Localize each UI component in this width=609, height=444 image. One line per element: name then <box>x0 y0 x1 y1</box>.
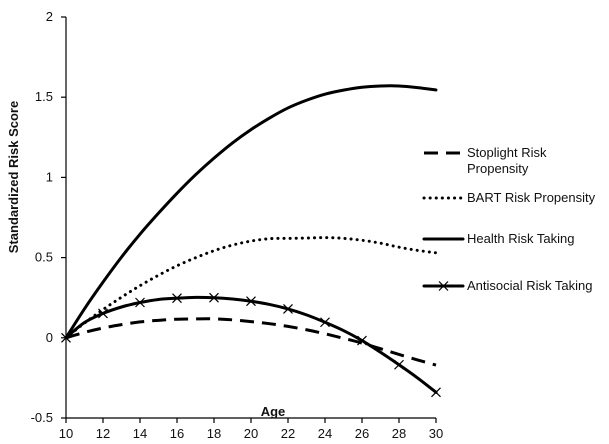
legend-x-marker <box>438 281 449 291</box>
x-tick-label: 30 <box>429 426 443 441</box>
legend-item-bart-risk-propensity: BART Risk Propensity <box>422 190 596 205</box>
x-tick-label: 28 <box>392 426 406 441</box>
axes <box>61 16 437 423</box>
x-tick-label: 20 <box>244 426 258 441</box>
y-axis-title: Standardized Risk Score <box>6 101 21 253</box>
data-point-x-marker <box>431 387 441 398</box>
x-tick-label: 16 <box>170 426 184 441</box>
y-tick-label: 1 <box>46 169 53 184</box>
y-tick-label: 2 <box>46 9 53 24</box>
y-tick-labels: -0.5 0 0.5 1 1.5 2 <box>31 9 53 425</box>
x-tick-label: 14 <box>133 426 147 441</box>
legend-item-health-risk-taking: Health Risk Taking <box>422 231 574 246</box>
legend-label: BART Risk Propensity <box>467 190 596 205</box>
data-point-x-marker <box>98 308 108 319</box>
data-point-x-marker <box>246 296 256 307</box>
series-line-antisocial-risk-taking <box>64 295 438 394</box>
data-point-x-marker <box>172 293 182 304</box>
legend-item-stoplight-risk-propensity: Stoplight Risk Propensity <box>424 145 547 176</box>
y-tick-label: -0.5 <box>31 410 53 425</box>
legend: Stoplight Risk Propensity BART Risk Propen… <box>422 145 596 293</box>
x-tick-labels: 10 12 14 16 18 20 22 24 26 28 30 <box>59 426 443 441</box>
data-point-x-marker <box>209 292 219 303</box>
legend-label: Health Risk Taking <box>467 231 574 246</box>
x-tick-label: 12 <box>96 426 110 441</box>
legend-label: Stoplight Risk Propensity <box>467 145 547 176</box>
data-point-x-marker <box>394 359 404 370</box>
x-tick-label: 18 <box>207 426 221 441</box>
data-point-x-marker <box>283 304 293 314</box>
x-tick-label: 10 <box>59 426 73 441</box>
series-line-health-risk-taking <box>64 84 438 340</box>
y-tick-label: 0.5 <box>35 250 53 265</box>
x-tick-label: 24 <box>318 426 332 441</box>
data-point-x-marker <box>61 332 71 343</box>
legend-item-antisocial-risk-taking: Antisocial Risk Taking <box>422 278 592 293</box>
series-markers <box>61 292 441 398</box>
data-point-x-marker <box>135 297 145 308</box>
data-point-x-marker <box>320 317 330 328</box>
series-lines <box>64 84 438 394</box>
legend-label: Antisocial Risk Taking <box>467 278 592 293</box>
x-tick-label: 26 <box>355 426 369 441</box>
series-line-bart-risk-propensity <box>64 236 438 340</box>
x-tick-label: 22 <box>281 426 295 441</box>
data-point-x-marker <box>357 335 367 346</box>
series-line-stoplight-risk-propensity <box>65 317 437 367</box>
y-tick-label: 1.5 <box>35 89 53 104</box>
x-axis-title: Age <box>261 404 286 419</box>
y-tick-label: 0 <box>46 330 53 345</box>
